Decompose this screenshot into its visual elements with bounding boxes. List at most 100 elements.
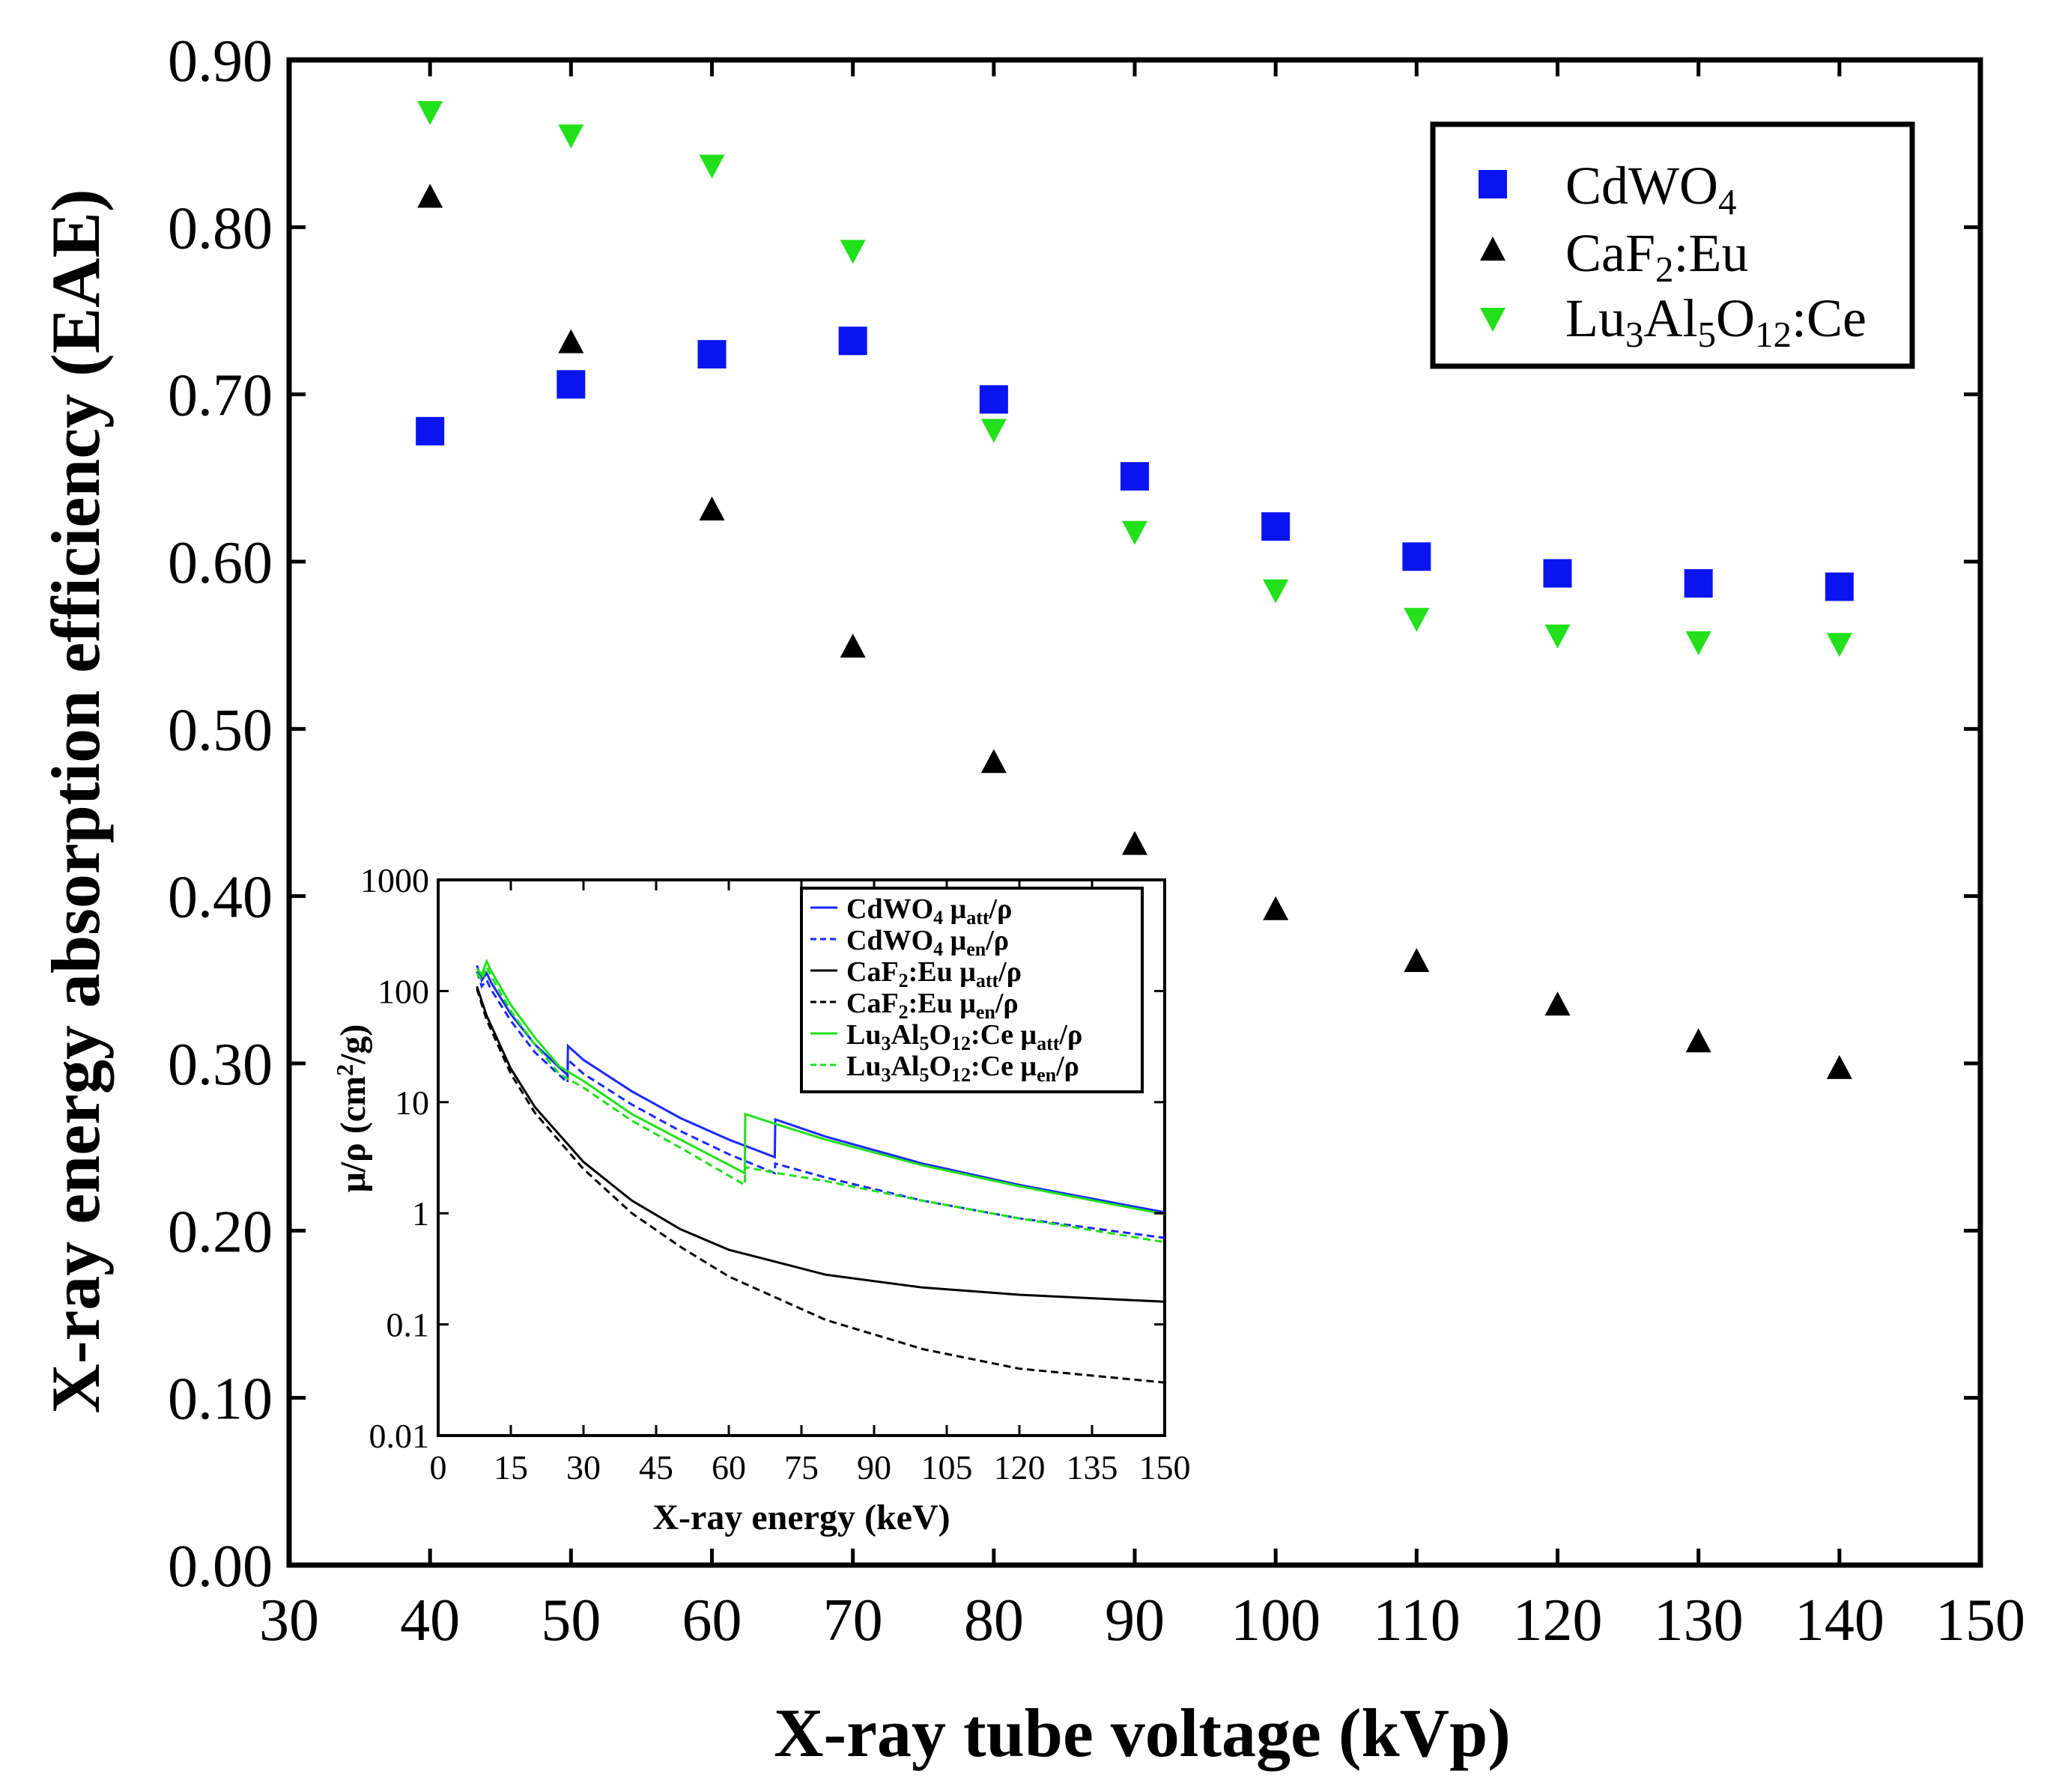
- point-caf2-eu: [1544, 991, 1571, 1016]
- inset-x-tick-label: 60: [712, 1448, 746, 1486]
- point-lu3al5o12-ce: [699, 154, 725, 179]
- inset-x-tick-label: 75: [784, 1448, 819, 1486]
- inset-x-tick-label: 0: [430, 1448, 447, 1486]
- point-lu3al5o12-ce: [417, 101, 443, 125]
- inset-legend-label-3: CaF2:Eu μen/ρ: [846, 988, 1019, 1023]
- point-cdwo4: [1825, 572, 1854, 601]
- inset-legend-label-5: Lu3Al5O12:Ce μen/ρ: [846, 1051, 1079, 1086]
- main-plot-area: [286, 57, 1983, 1568]
- legend-marker-1: [1480, 237, 1505, 261]
- inset-x-axis-title: X-ray energy (keV): [652, 1498, 950, 1537]
- inset-curve-3: [476, 988, 1165, 1384]
- inset-x-tick-label: 135: [1067, 1448, 1118, 1486]
- inset-y-tick-label: 100: [377, 972, 429, 1010]
- main-x-tick-label: 80: [964, 1588, 1024, 1653]
- main-x-tick-label: 30: [259, 1588, 319, 1653]
- inset-x-tick-label: 45: [639, 1448, 673, 1486]
- point-lu3al5o12-ce: [840, 240, 866, 264]
- main-x-tick-label: 70: [823, 1588, 883, 1653]
- legend-label-0: CdWO4: [1565, 156, 1736, 222]
- main-y-tick-labels: 0.00 0.10 0.20 0.30 0.40 0.50 0.60 0.70 0.80 0.90: [168, 28, 273, 1600]
- inset-legend-label-4: Lu3Al5O12:Ce μatt/ρ: [846, 1019, 1082, 1054]
- point-cdwo4: [838, 326, 867, 356]
- point-lu3al5o12-ce: [1263, 579, 1289, 604]
- point-caf2-eu: [1685, 1028, 1711, 1053]
- main-x-tick-label: 40: [400, 1588, 460, 1653]
- main-y-tick-label: 0.30: [168, 1032, 273, 1098]
- point-caf2-eu: [558, 329, 584, 353]
- main-y-tick-label: 0.90: [168, 28, 273, 94]
- point-caf2-eu: [1122, 830, 1147, 855]
- main-data-points: [416, 101, 1854, 1079]
- point-caf2-eu: [699, 496, 725, 520]
- point-caf2-eu: [840, 634, 866, 658]
- inset-curve-0: [476, 965, 1165, 1214]
- inset-x-tick-labels: 0 15 30 45 60 75 90 105 120 135 150: [430, 1448, 1191, 1486]
- inset-y-tick-label: 1: [412, 1194, 429, 1233]
- point-lu3al5o12-ce: [1544, 625, 1571, 649]
- point-cdwo4: [979, 385, 1008, 414]
- main-y-tick-label: 0.80: [168, 195, 273, 261]
- inset-curves: [476, 958, 1165, 1384]
- main-x-tick-label: 50: [541, 1588, 601, 1653]
- main-x-axis-title: X-ray tube voltage (kVp): [774, 1695, 1511, 1771]
- legend-marker-2: [1480, 308, 1505, 332]
- point-cdwo4: [1121, 462, 1149, 491]
- main-x-tick-labels: 30 40 50 60 70 80 90 100 110 120 130 140 150: [259, 1588, 2025, 1653]
- point-caf2-eu: [1263, 896, 1289, 920]
- inset-x-tick-label: 15: [494, 1448, 528, 1486]
- inset-x-tick-label: 120: [994, 1448, 1046, 1486]
- inset-curve-5: [476, 964, 1165, 1244]
- legend-marker-0: [1479, 170, 1507, 198]
- inset-y-tick-label: 1000: [360, 861, 429, 899]
- main-x-tick-label: 140: [1795, 1588, 1884, 1653]
- point-cdwo4: [557, 370, 586, 399]
- point-cdwo4: [416, 416, 445, 446]
- main-x-tick-label: 130: [1654, 1588, 1744, 1653]
- point-lu3al5o12-ce: [1122, 520, 1147, 545]
- point-caf2-eu: [1404, 948, 1430, 972]
- inset-curve-2: [476, 985, 1165, 1303]
- main-y-tick-label: 0.70: [168, 363, 273, 429]
- point-cdwo4: [697, 340, 727, 369]
- inset-x-tick-label: 30: [566, 1448, 601, 1486]
- inset-y-tick-label: 0.01: [369, 1417, 430, 1455]
- legend-label-1: CaF2:Eu: [1565, 223, 1749, 290]
- main-axis-ticks: [287, 58, 1983, 1567]
- main-y-tick-label: 0.40: [168, 865, 273, 931]
- main-x-tick-label: 90: [1105, 1588, 1165, 1653]
- point-cdwo4: [1684, 569, 1713, 598]
- inset-y-axis-title: μ/ρ (cm2/g): [331, 1024, 373, 1193]
- main-y-tick-label: 0.50: [168, 697, 273, 763]
- inset-y-tick-label: 0.1: [386, 1306, 430, 1344]
- main-x-tick-label: 120: [1513, 1588, 1603, 1653]
- point-lu3al5o12-ce: [1685, 631, 1711, 655]
- point-cdwo4: [1402, 542, 1431, 571]
- inset-y-tick-labels: 0.01 0.1 1 10 100 1000: [360, 861, 429, 1455]
- inset-legend-label-1: CdWO4 μen/ρ: [846, 925, 1009, 960]
- point-lu3al5o12-ce: [558, 124, 584, 149]
- inset-x-tick-label: 150: [1139, 1448, 1191, 1486]
- main-y-tick-label: 0.10: [168, 1367, 273, 1433]
- point-lu3al5o12-ce: [1826, 633, 1852, 657]
- main-y-tick-label: 0.60: [168, 530, 273, 596]
- inset-curve-4: [476, 958, 1165, 1215]
- main-y-tick-label: 0.20: [168, 1199, 273, 1265]
- main-x-tick-label: 110: [1373, 1588, 1461, 1653]
- point-cdwo4: [1261, 512, 1291, 541]
- point-lu3al5o12-ce: [980, 419, 1007, 443]
- main-y-tick-label: 0.00: [168, 1534, 273, 1600]
- inset-legend-label-0: CdWO4 μatt/ρ: [846, 893, 1012, 929]
- inset-x-tick-label: 105: [921, 1448, 973, 1486]
- point-lu3al5o12-ce: [1404, 607, 1430, 632]
- point-caf2-eu: [417, 183, 443, 208]
- inset-y-tick-label: 10: [395, 1084, 429, 1122]
- point-caf2-eu: [1826, 1054, 1852, 1079]
- point-caf2-eu: [980, 749, 1007, 774]
- inset-legend-label-2: CaF2:Eu μatt/ρ: [846, 956, 1022, 991]
- inset-curve-1: [476, 971, 1165, 1239]
- main-x-tick-label: 60: [682, 1588, 742, 1653]
- main-y-axis-title: X-ray energy absorption efficiency (EAE): [37, 189, 114, 1413]
